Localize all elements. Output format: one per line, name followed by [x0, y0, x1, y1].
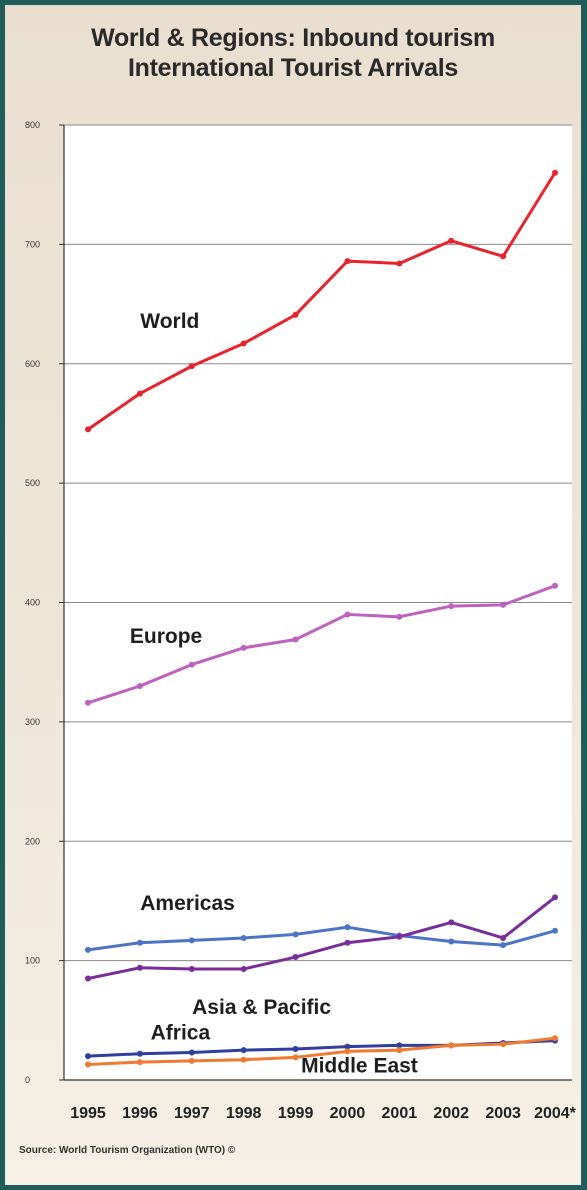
data-point [188, 1049, 195, 1056]
data-point [448, 237, 455, 244]
x-tick-label: 2004* [534, 1105, 577, 1122]
data-point [396, 260, 403, 267]
data-point [85, 975, 91, 982]
data-point [552, 169, 558, 176]
data-point [136, 964, 143, 971]
x-tick-label: 2000 [330, 1105, 366, 1122]
series-line [86, 171, 557, 431]
data-point [85, 1053, 91, 1060]
y-tick-label: 100 [25, 956, 40, 966]
data-point [396, 1042, 403, 1049]
data-point [500, 253, 507, 260]
chart-title-line-2: International Tourist Arrivals [128, 54, 458, 82]
line-chart: 0 100 200 300 400 500 600 700 800 1995 1996 1997 199… [25, 120, 577, 1122]
data-point [552, 894, 558, 901]
data-point [448, 603, 455, 610]
chart-panel: World & Regions: Inbound tourism Interna… [5, 5, 581, 1185]
x-tick-label: 1999 [278, 1105, 314, 1122]
data-point [85, 1061, 91, 1068]
data-point [292, 1054, 299, 1061]
y-tick-label: 600 [25, 359, 40, 369]
data-point [344, 924, 351, 931]
data-point [292, 931, 299, 938]
x-tick-label: 1996 [122, 1105, 158, 1122]
data-point [136, 1050, 143, 1057]
data-point [292, 954, 299, 961]
y-tick-label: 300 [25, 717, 40, 727]
data-point [85, 946, 91, 953]
data-point [396, 613, 403, 620]
y-tick-label: 0 [25, 1075, 30, 1085]
data-point [188, 1057, 195, 1064]
series-label: Asia & Pacific [192, 996, 331, 1019]
series-line [86, 584, 557, 705]
data-point [552, 1035, 558, 1042]
data-point [344, 258, 351, 265]
data-point [240, 1056, 247, 1063]
x-tick-label: 1995 [70, 1105, 106, 1122]
data-point [240, 340, 247, 347]
x-tick-label: 2003 [485, 1105, 521, 1122]
series-label: Middle East [301, 1055, 418, 1078]
data-point [240, 965, 247, 972]
chart-title: World & Regions: Inbound tourism Interna… [5, 23, 581, 83]
data-point [448, 938, 455, 945]
data-point [136, 939, 143, 946]
data-point [240, 1047, 247, 1054]
x-tick-label: 1997 [174, 1105, 210, 1122]
y-tick-label: 400 [25, 598, 40, 608]
series-label: Europe [130, 625, 202, 648]
data-point [344, 939, 351, 946]
data-point [448, 1042, 455, 1049]
data-point [188, 661, 195, 668]
data-point [85, 699, 91, 706]
data-point [396, 933, 403, 940]
data-point [292, 636, 299, 643]
series-line [86, 895, 557, 981]
data-point [136, 390, 143, 397]
source-note: Source: World Tourism Organization (WTO)… [19, 1145, 236, 1156]
series-label: World [140, 310, 199, 333]
data-point [344, 1048, 351, 1055]
x-tick-label: 2001 [382, 1105, 418, 1122]
series-line [86, 1036, 557, 1066]
data-point [344, 611, 351, 618]
data-point [292, 311, 299, 318]
data-point [500, 934, 507, 941]
data-point [240, 934, 247, 941]
series-label: Africa [151, 1021, 211, 1044]
data-point [344, 1043, 351, 1050]
series-label: Americas [140, 892, 235, 915]
data-point [188, 965, 195, 972]
chart-title-line-1: World & Regions: Inbound tourism [91, 24, 495, 52]
y-tick-label: 500 [25, 478, 40, 488]
y-tick-label: 800 [25, 120, 40, 130]
x-tick-label: 1998 [226, 1105, 262, 1122]
data-point [396, 1047, 403, 1054]
data-point [136, 1059, 143, 1066]
data-point [85, 426, 91, 433]
x-tick-label: 2002 [433, 1105, 469, 1122]
series-line [86, 925, 557, 952]
data-point [240, 644, 247, 651]
data-point [500, 942, 507, 949]
y-tick-label: 200 [25, 836, 40, 846]
data-point [292, 1045, 299, 1052]
data-point [188, 363, 195, 370]
data-point [188, 937, 195, 944]
data-point [500, 1041, 507, 1048]
data-point [448, 919, 455, 926]
y-tick-label: 700 [25, 239, 40, 249]
data-point [500, 601, 507, 608]
data-point [552, 582, 558, 589]
data-point [136, 683, 143, 690]
data-point [552, 927, 558, 934]
